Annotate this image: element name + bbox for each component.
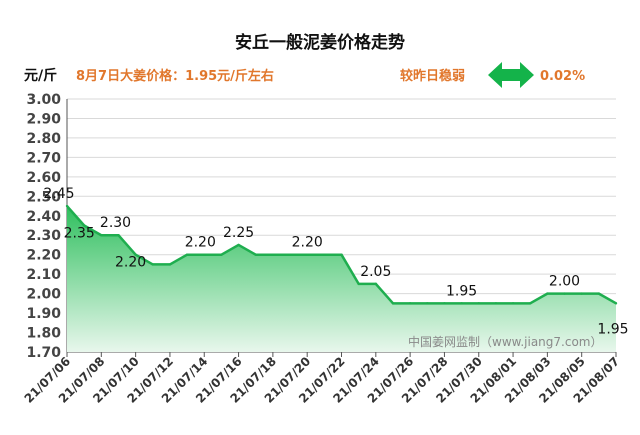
data-point xyxy=(271,253,275,256)
data-point xyxy=(357,282,360,286)
compare-label: 较昨日稳弱 xyxy=(400,68,465,84)
data-point xyxy=(323,253,326,256)
data-label: 2.00 xyxy=(549,274,580,290)
data-point xyxy=(134,253,137,256)
data-label: 2.45 xyxy=(43,186,74,202)
price-note: 8月7日大姜价格：1.95元/斤左右 xyxy=(76,68,274,84)
y-tick-label: 2.30 xyxy=(26,228,61,244)
data-point xyxy=(529,302,532,305)
data-label: 1.95 xyxy=(597,321,628,337)
data-label: 2.30 xyxy=(100,215,131,231)
data-point xyxy=(254,253,257,256)
price-area xyxy=(65,204,618,352)
y-tick-label: 3.00 xyxy=(26,92,61,108)
data-point xyxy=(597,292,601,295)
compare-value: 0.02% xyxy=(540,69,585,84)
data-label: 2.25 xyxy=(223,225,254,241)
y-tick-label: 2.70 xyxy=(26,150,61,166)
y-tick-label: 2.90 xyxy=(26,111,61,127)
data-point xyxy=(151,263,154,266)
data-point xyxy=(185,253,189,256)
y-tick-label: 2.20 xyxy=(26,248,61,264)
data-label: 2.20 xyxy=(185,235,216,251)
y-tick-label: 1.80 xyxy=(26,326,61,342)
data-point xyxy=(340,253,343,256)
x-tick-labels: 21/07/0621/07/0821/07/1021/07/1221/07/14… xyxy=(22,352,622,406)
data-point xyxy=(460,302,463,305)
data-point xyxy=(220,253,223,256)
data-point xyxy=(614,302,618,305)
data-point xyxy=(237,243,240,247)
data-point xyxy=(494,302,498,305)
data-point xyxy=(100,234,103,237)
price-area-fill xyxy=(67,206,616,352)
data-point xyxy=(563,292,566,295)
unit-label: 元/斤 xyxy=(24,67,57,84)
chart-title: 安丘一般泥姜价格走势 xyxy=(235,32,405,53)
data-label: 2.05 xyxy=(360,264,391,280)
data-point xyxy=(168,263,172,266)
data-point xyxy=(580,292,583,295)
y-tick-label: 2.50 xyxy=(26,189,61,205)
data-point xyxy=(408,302,412,305)
y-tick-label: 2.00 xyxy=(26,287,61,303)
y-tick-label: 1.90 xyxy=(26,306,61,322)
data-label: 1.95 xyxy=(446,283,477,299)
data-point xyxy=(426,302,429,305)
y-tick-label: 1.70 xyxy=(26,345,61,361)
double-arrow-icon xyxy=(488,62,534,88)
data-point xyxy=(65,204,69,208)
y-tick-label: 2.40 xyxy=(26,209,61,225)
data-point xyxy=(511,302,515,305)
data-point xyxy=(546,292,549,295)
data-label: 2.35 xyxy=(64,226,95,242)
data-point xyxy=(305,253,309,256)
y-tick-label: 2.80 xyxy=(26,131,61,147)
data-point xyxy=(288,253,292,256)
data-point xyxy=(82,224,86,227)
y-tick-label: 2.60 xyxy=(26,170,61,186)
data-point xyxy=(203,253,206,256)
watermark: 中国姜网监制（www.jiang7.com） xyxy=(408,334,602,349)
y-tick-labels: 1.70 1.80 1.90 2.00 2.10 2.20 2.30 2.40 2.50 2.60… xyxy=(26,92,61,361)
data-point xyxy=(477,302,480,305)
data-labels: 2.45 2.35 2.30 2.20 2.20 2.25 2.20 2.05 1.95 2.00… xyxy=(43,186,628,337)
data-point xyxy=(117,234,120,237)
data-point xyxy=(443,302,446,305)
data-point xyxy=(391,302,395,305)
data-label: 2.20 xyxy=(292,235,323,251)
data-point xyxy=(374,282,378,286)
y-tick-label: 2.10 xyxy=(26,267,61,283)
data-label: 2.20 xyxy=(115,255,146,271)
